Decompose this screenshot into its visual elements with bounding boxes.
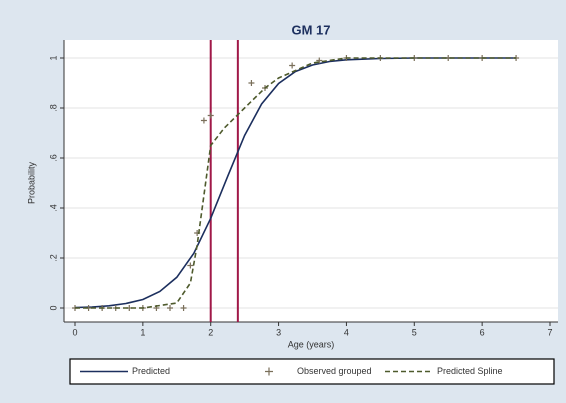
x-axis-label: Age (years) [288, 339, 335, 349]
plot-area [64, 40, 558, 322]
marker [187, 262, 194, 269]
y-tick-label: .4 [48, 204, 58, 212]
x-tick-label: 7 [547, 327, 552, 337]
x-tick-label: 3 [276, 327, 281, 337]
legend [69, 358, 555, 385]
x-tick-label: 5 [412, 327, 417, 337]
legend-swatch [265, 367, 273, 376]
x-tick-label: 0 [72, 327, 77, 337]
marker [207, 112, 214, 119]
y-tick-label: .6 [48, 154, 58, 162]
marker [248, 80, 255, 86]
x-tick-label: 6 [480, 327, 485, 337]
y-axis-label: Probability [26, 161, 36, 204]
marker [200, 117, 207, 124]
x-tick-label: 4 [344, 327, 349, 337]
chart-title: GM 17 [291, 22, 330, 37]
y-tick-label: 0 [48, 305, 58, 310]
legend-label: Observed grouped [297, 366, 372, 376]
x-tick-label: 2 [208, 327, 213, 337]
marker [180, 305, 187, 311]
marker [316, 57, 323, 64]
marker [167, 305, 173, 311]
legend-label: Predicted [132, 366, 170, 376]
legend-label: Predicted Spline [437, 366, 503, 376]
y-tick-label: .8 [48, 104, 58, 112]
y-tick-label: 1 [48, 55, 58, 60]
y-tick-label: .2 [48, 254, 58, 262]
marker [289, 62, 296, 69]
x-tick-label: 1 [140, 327, 145, 337]
